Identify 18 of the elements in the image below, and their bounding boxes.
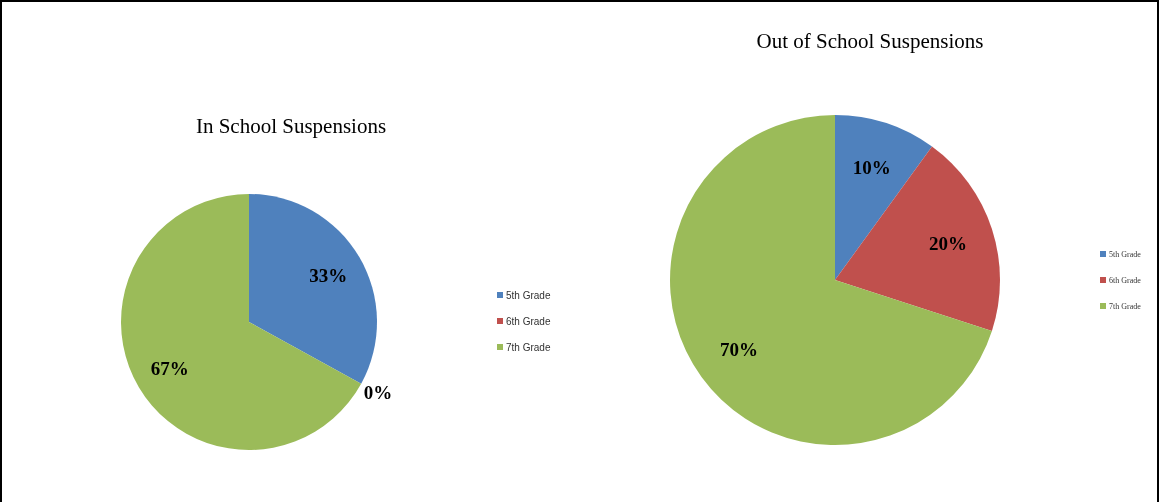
legend-label: 7th Grade xyxy=(1109,301,1142,311)
legend-label: 5th Grade xyxy=(1109,249,1142,259)
legend-label: 6th Grade xyxy=(1109,275,1142,285)
legend-label: 5th Grade xyxy=(506,289,551,301)
pie-slice xyxy=(249,194,377,384)
pie-slice xyxy=(670,115,992,445)
data-label: 33% xyxy=(309,264,348,286)
data-label: 67% xyxy=(150,358,189,380)
pie-slice xyxy=(835,146,1000,331)
chart-title: Out of School Suspensions xyxy=(756,29,984,53)
legend-label: 7th Grade xyxy=(506,341,551,353)
data-label: 70% xyxy=(719,339,758,361)
data-label: 10% xyxy=(852,156,891,178)
legend-label: 6th Grade xyxy=(506,315,551,327)
chart-title: In School Suspensions xyxy=(195,114,387,138)
text: 0% xyxy=(363,382,393,404)
data-label: 20% xyxy=(928,232,967,254)
pie-slice xyxy=(121,194,362,450)
